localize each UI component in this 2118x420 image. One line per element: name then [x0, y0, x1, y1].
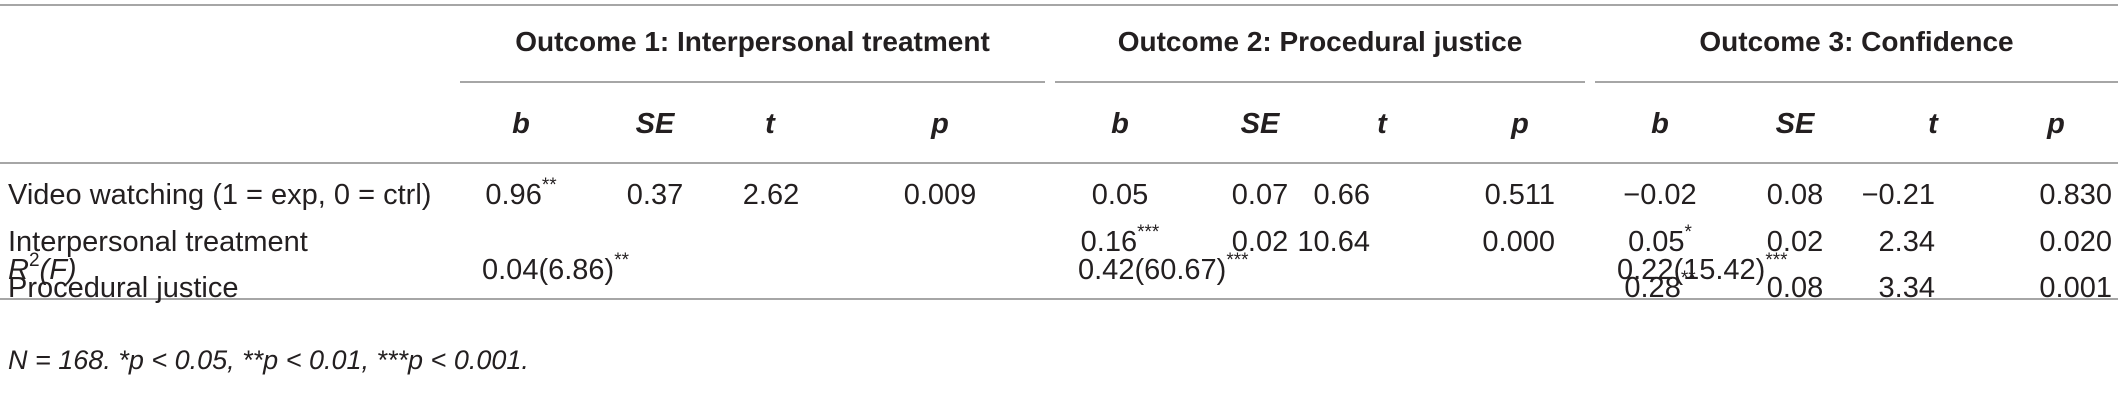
r2-value-2: 0.42(60.67)***: [1078, 250, 1249, 286]
row-label: R2(F): [8, 250, 77, 286]
subheader-p-3: p: [2047, 108, 2065, 140]
cell-t-2: 0.66: [1313, 179, 1370, 211]
subheader-b-1: b: [512, 108, 530, 140]
subheader-se-2: SE: [1240, 108, 1280, 140]
r2-value-1: 0.04(6.86)**: [482, 250, 629, 286]
row-label: Procedural justice: [8, 272, 239, 304]
cell-p-2: 0.000: [1482, 226, 1555, 258]
table-note: N = 168. *p < 0.05, **p < 0.01, ***p < 0…: [8, 345, 529, 375]
header-rule: [0, 162, 2118, 164]
cell-t-3: −0.21: [1861, 179, 1935, 211]
cell-se-2: 0.02: [1231, 226, 1289, 258]
row-label: Interpersonal treatment: [8, 226, 308, 258]
subheader-p-2: p: [1511, 108, 1529, 140]
cell-b-2: 0.05: [1091, 179, 1149, 211]
cell-se-3: 0.08: [1766, 179, 1824, 211]
group-rule-3: [1595, 81, 2118, 83]
subheader-t-3: t: [1928, 108, 1938, 140]
cell-p-2: 0.511: [1484, 179, 1555, 211]
cell-b-2: 0.16***: [1080, 222, 1160, 258]
subheader-se-1: SE: [635, 108, 675, 140]
cell-se-1: 0.37: [626, 179, 684, 211]
cell-p-3: 0.020: [2039, 226, 2112, 258]
subheader-b-2: b: [1111, 108, 1129, 140]
subheader-p-1: p: [931, 108, 949, 140]
cell-b-3: −0.02: [1623, 179, 1697, 211]
cell-se-2: 0.07: [1231, 179, 1289, 211]
top-rule: [0, 4, 2118, 6]
r2-value-3: 0.22(15.42)***: [1617, 250, 1788, 286]
cell-b-3: 0.05*: [1628, 222, 1692, 258]
subheader-t-2: t: [1377, 108, 1387, 140]
subheader-se-3: SE: [1775, 108, 1815, 140]
bottom-rule: [0, 298, 2118, 300]
cell-b-3: 0.28**: [1624, 268, 1696, 304]
group-rule-2: [1055, 81, 1585, 83]
subheader-t-1: t: [765, 108, 775, 140]
cell-se-3: 0.02: [1766, 226, 1824, 258]
group-header-outcome-3: Outcome 3: Confidence: [1699, 26, 2014, 57]
row-label: Video watching (1 = exp, 0 = ctrl): [8, 179, 432, 211]
subheader-b-3: b: [1651, 108, 1669, 140]
cell-t-3: 3.34: [1878, 272, 1935, 304]
cell-t-2: 10.64: [1297, 226, 1370, 258]
group-header-outcome-2: Outcome 2: Procedural justice: [1117, 26, 1523, 57]
cell-p-3: 0.830: [2039, 179, 2112, 211]
group-rule-1: [460, 81, 1045, 83]
cell-se-3: 0.08: [1766, 272, 1824, 304]
cell-t-1: 2.62: [742, 179, 800, 211]
cell-p-3: 0.001: [2039, 272, 2112, 304]
cell-b-1: 0.96**: [485, 175, 557, 211]
cell-t-3: 2.34: [1878, 226, 1935, 258]
group-header-outcome-1: Outcome 1: Interpersonal treatment: [515, 26, 990, 57]
cell-p-1: 0.009: [903, 179, 977, 211]
